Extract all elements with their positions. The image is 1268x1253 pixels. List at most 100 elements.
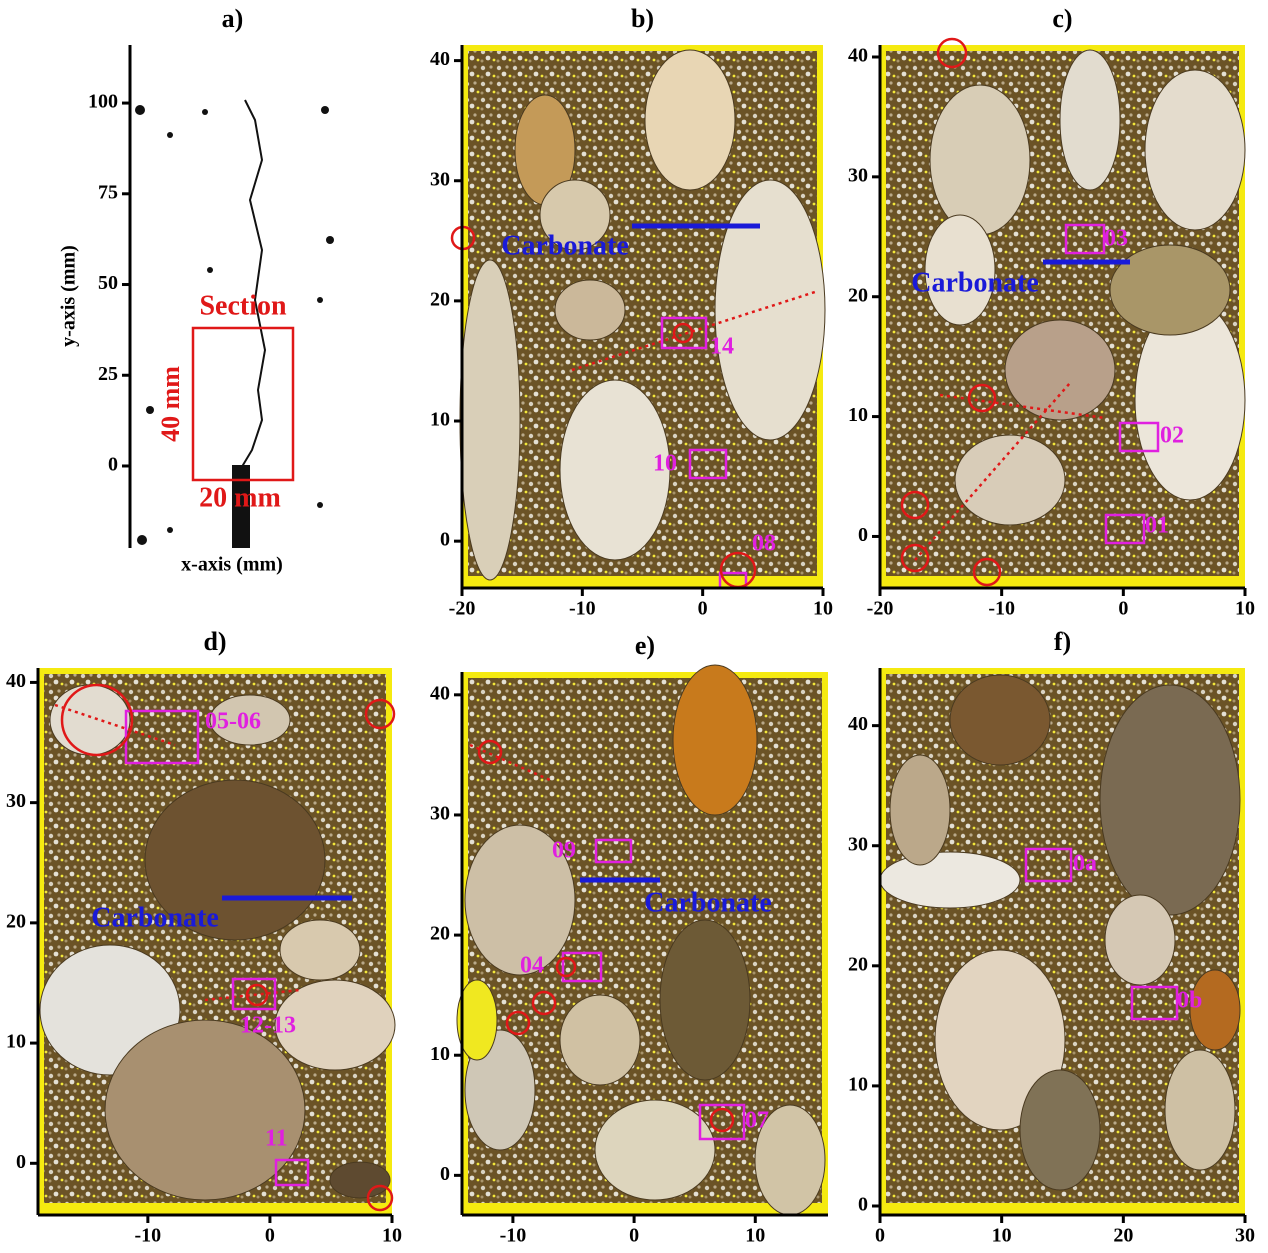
y-tick-label: 10	[848, 1073, 868, 1095]
y-tick-label: 10	[6, 1031, 26, 1053]
y-tick-label: 30	[848, 833, 868, 855]
panel: d)05-06Carbonate12-1311-10010010203040	[6, 627, 402, 1247]
aggregate	[1005, 320, 1115, 420]
aggregate	[1020, 1070, 1100, 1190]
aggregate	[1110, 245, 1230, 335]
x-tick-label: 10	[382, 1225, 402, 1247]
pore	[137, 535, 147, 545]
y-tick-label: 0	[440, 1163, 450, 1185]
y-tick-label: 10	[848, 404, 868, 426]
y-tick-label: 30	[848, 164, 868, 186]
aggregate	[1100, 685, 1240, 915]
x-tick-label: 30	[1235, 1225, 1255, 1247]
pore	[167, 527, 173, 533]
y-tick-label: 0	[16, 1151, 26, 1173]
annotation: Carbonate	[644, 887, 772, 918]
x-tick-label: 10	[745, 1225, 765, 1247]
aggregate	[950, 675, 1050, 765]
aggregate	[880, 852, 1020, 908]
figure: a)0255075100y-axis (mm)x-axis (mm)Sectio…	[0, 0, 1268, 1253]
annotation: 03	[1104, 226, 1128, 252]
annotation: 11	[265, 1126, 288, 1152]
aggregate	[715, 180, 825, 440]
x-tick-label: 10	[992, 1225, 1012, 1247]
annotation: 40 mm	[156, 366, 185, 442]
aggregate	[1145, 70, 1245, 230]
annotation: Carbonate	[911, 267, 1039, 298]
y-tick-label: 30	[430, 803, 450, 825]
x-tick-label: 0	[265, 1225, 275, 1247]
x-tick-label: 0	[1118, 598, 1128, 620]
annotation: 04	[520, 953, 544, 979]
annotation: 0b	[1177, 988, 1202, 1014]
x-tick-label: 10	[813, 598, 833, 620]
annotation: 0a	[1073, 851, 1097, 877]
y-axis-label: y-axis (mm)	[58, 245, 80, 347]
panel: e)09Carbonate0407-10010010203040	[430, 631, 828, 1247]
panel: a) 0 25 50 75 100 y-axis (mm) x-axis (mm) Sectio…	[58, 4, 335, 576]
y-tick-label: 75	[98, 181, 118, 203]
x-tick-label: 10	[1235, 598, 1255, 620]
aggregate	[930, 85, 1030, 235]
aggregate	[1165, 1050, 1235, 1170]
panel-label: a)	[222, 4, 244, 33]
aggregate	[645, 50, 735, 190]
y-tick-label: 10	[430, 1043, 450, 1065]
annotation: 14	[710, 334, 734, 360]
y-tick-label: 0	[440, 529, 450, 551]
x-tick-label: 0	[629, 1225, 639, 1247]
pore	[207, 267, 213, 273]
annotation: 05-06	[205, 709, 261, 735]
panel-label: e)	[635, 631, 655, 660]
aggregate	[660, 920, 750, 1080]
pore	[202, 109, 208, 115]
aggregate	[330, 1162, 390, 1198]
x-tick-label: -10	[569, 598, 596, 620]
pore	[321, 106, 329, 114]
annotation: Section	[199, 290, 287, 321]
aggregate	[595, 1100, 715, 1200]
y-tick-label: 0	[858, 524, 868, 546]
x-tick-label: 0	[698, 598, 708, 620]
y-tick-label: 20	[848, 284, 868, 306]
aggregate	[460, 260, 520, 580]
x-tick-label: 20	[1113, 1225, 1133, 1247]
y-tick-label: 20	[6, 910, 26, 932]
annotation: 02	[1160, 423, 1184, 449]
annotation: 12-13	[240, 1013, 296, 1039]
y-tick-label: 0	[108, 454, 118, 476]
aggregate	[560, 995, 640, 1085]
x-tick-label: -10	[500, 1225, 527, 1247]
aggregate	[1060, 50, 1120, 190]
panel-label: d)	[203, 627, 226, 656]
x-tick-label: -10	[135, 1225, 162, 1247]
y-tick-label: 40	[430, 682, 450, 704]
aggregate	[1105, 895, 1175, 985]
annotation: 20 mm	[199, 482, 281, 513]
aggregate	[280, 920, 360, 980]
y-tick-label: 20	[430, 288, 450, 310]
x-axis-label: x-axis (mm)	[181, 554, 283, 576]
pore	[326, 236, 334, 244]
y-tick-label: 20	[430, 923, 450, 945]
x-tick-label: -10	[988, 598, 1015, 620]
pore	[317, 297, 323, 303]
y-tick-label: 40	[6, 670, 26, 692]
x-tick-label: -20	[867, 598, 894, 620]
annotation: Carbonate	[91, 902, 219, 933]
annotation: 09	[552, 838, 576, 864]
y-tick-label: 40	[848, 45, 868, 67]
pore	[135, 105, 145, 115]
panel: c)Carbonate030201-20-10010010203040	[848, 4, 1255, 620]
pore	[317, 502, 323, 508]
aggregate	[955, 435, 1065, 525]
y-tick-label: 40	[848, 713, 868, 735]
y-tick-label: 20	[848, 953, 868, 975]
y-tick-label: 30	[430, 168, 450, 190]
y-tick-label: 25	[98, 363, 118, 385]
aggregate	[555, 280, 625, 340]
y-tick-label: 100	[88, 91, 118, 113]
y-tick-label: 40	[430, 48, 450, 70]
y-tick-label: 50	[98, 272, 118, 294]
